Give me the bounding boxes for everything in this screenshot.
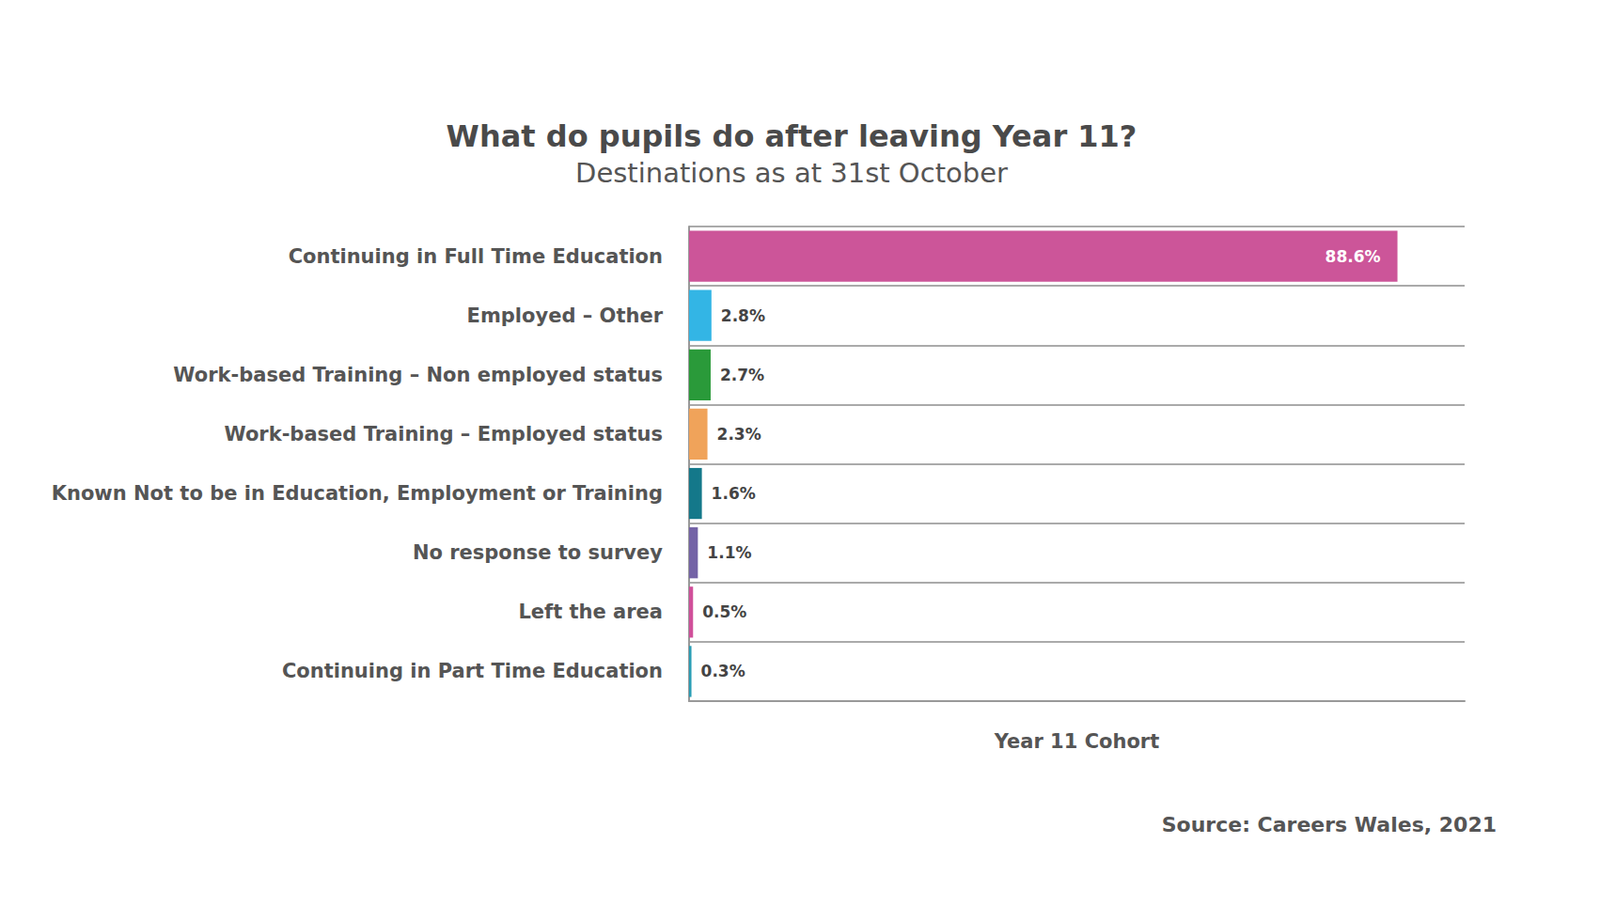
svg-text:0.5%: 0.5% [702,602,747,622]
svg-text:Continuing in Part Time Educat: Continuing in Part Time Education [282,659,663,683]
svg-text:1.6%: 1.6% [711,484,756,503]
svg-text:Known Not to be in Education,: Known Not to be in Education, Employment… [51,482,663,505]
svg-text:88.6%: 88.6% [1325,247,1381,267]
svg-text:Continuing in Full Time Educat: Continuing in Full Time Education [288,245,663,268]
svg-text:Year 11 Cohort: Year 11 Cohort [993,730,1161,753]
svg-text:0.3%: 0.3% [701,661,746,681]
svg-text:Source: Careers Wales, 2021: Source: Careers Wales, 2021 [1161,813,1497,837]
svg-text:Work-based Training – Non empl: Work-based Training – Non employed statu… [172,363,663,387]
svg-text:2.8%: 2.8% [721,306,766,326]
svg-text:What do pupils do after leavin: What do pupils do after leaving Year 11? [446,118,1138,155]
svg-text:Destinations as at 31st Octobe: Destinations as at 31st October [575,156,1008,189]
svg-text:2.3%: 2.3% [717,424,762,444]
svg-text:No response to survey: No response to survey [412,541,663,565]
svg-text:1.1%: 1.1% [706,543,752,563]
svg-text:Work-based Training – Employed: Work-based Training – Employed status [223,423,663,446]
svg-text:Left the area: Left the area [517,600,663,624]
svg-text:Employed – Other: Employed – Other [467,304,664,328]
svg-text:2.7%: 2.7% [720,365,765,385]
